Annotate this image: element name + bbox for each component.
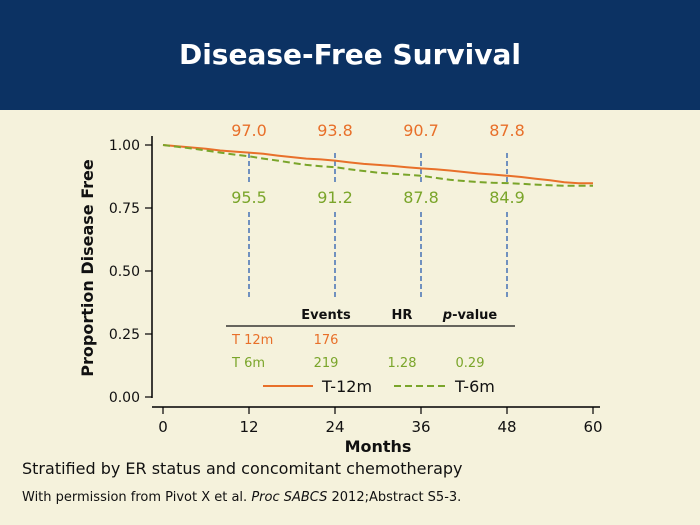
- y-tick-label: 0.25: [109, 327, 140, 343]
- pvalue-rest: -value: [452, 308, 497, 323]
- x-axis-label: Months: [345, 437, 412, 456]
- table-cell-hr: 1.28: [388, 356, 417, 371]
- stratification-footnote: Stratified by ER status and concomitant …: [22, 459, 463, 478]
- t12m-curve: [162, 144, 593, 185]
- table-header-events: Events: [301, 308, 351, 323]
- t12m-rate-label: 90.7: [403, 121, 439, 140]
- legend-t12m-label: T-12m: [321, 377, 372, 396]
- x-tick-label: 48: [497, 418, 516, 436]
- y-tick-label: 0.75: [109, 201, 140, 217]
- t12m-rate-label: 93.8: [317, 121, 353, 140]
- citation-journal: Proc SABCS: [251, 490, 328, 505]
- x-tick-label: 36: [411, 418, 430, 436]
- y-axis-label: Proportion Disease Free: [78, 159, 97, 377]
- pvalue-italic-p: p: [442, 308, 452, 323]
- x-tick-label: 12: [239, 418, 258, 436]
- table-row-label: T 12m: [231, 333, 273, 348]
- citation: With permission from Pivot X et al. Proc…: [22, 490, 461, 505]
- table-cell-events: 219: [314, 356, 339, 371]
- table-header-hr: HR: [392, 308, 413, 323]
- t6m-rate-label: 91.2: [317, 188, 353, 207]
- table-header-pvalue: p-value: [442, 308, 498, 323]
- title-bar: Disease-Free Survival: [0, 0, 700, 110]
- y-tick-label: 0.00: [109, 390, 140, 406]
- slide-title: Disease-Free Survival: [178, 38, 522, 71]
- x-tick-label: 0: [158, 418, 168, 436]
- citation-suffix: 2012;Abstract S5-3.: [327, 490, 462, 505]
- t6m-rate-label: 84.9: [489, 188, 525, 207]
- table-row-label: T 6m: [231, 356, 265, 371]
- citation-prefix: With permission from Pivot X et al.: [22, 490, 252, 505]
- legend-t6m-label: T-6m: [454, 377, 495, 396]
- y-tick-label: 0.50: [109, 264, 140, 280]
- t6m-rate-label: 87.8: [403, 188, 439, 207]
- t12m-rate-label: 87.8: [489, 121, 525, 140]
- table-cell-events: 176: [314, 333, 339, 348]
- t6m-rate-label: 95.5: [231, 188, 267, 207]
- x-tick-label: 24: [325, 418, 344, 436]
- t6m-curve: [162, 144, 593, 187]
- y-tick-label: 1.00: [109, 138, 140, 154]
- table-cell-pvalue: 0.29: [456, 356, 485, 371]
- x-tick-label: 60: [583, 418, 602, 436]
- t12m-rate-label: 97.0: [231, 121, 267, 140]
